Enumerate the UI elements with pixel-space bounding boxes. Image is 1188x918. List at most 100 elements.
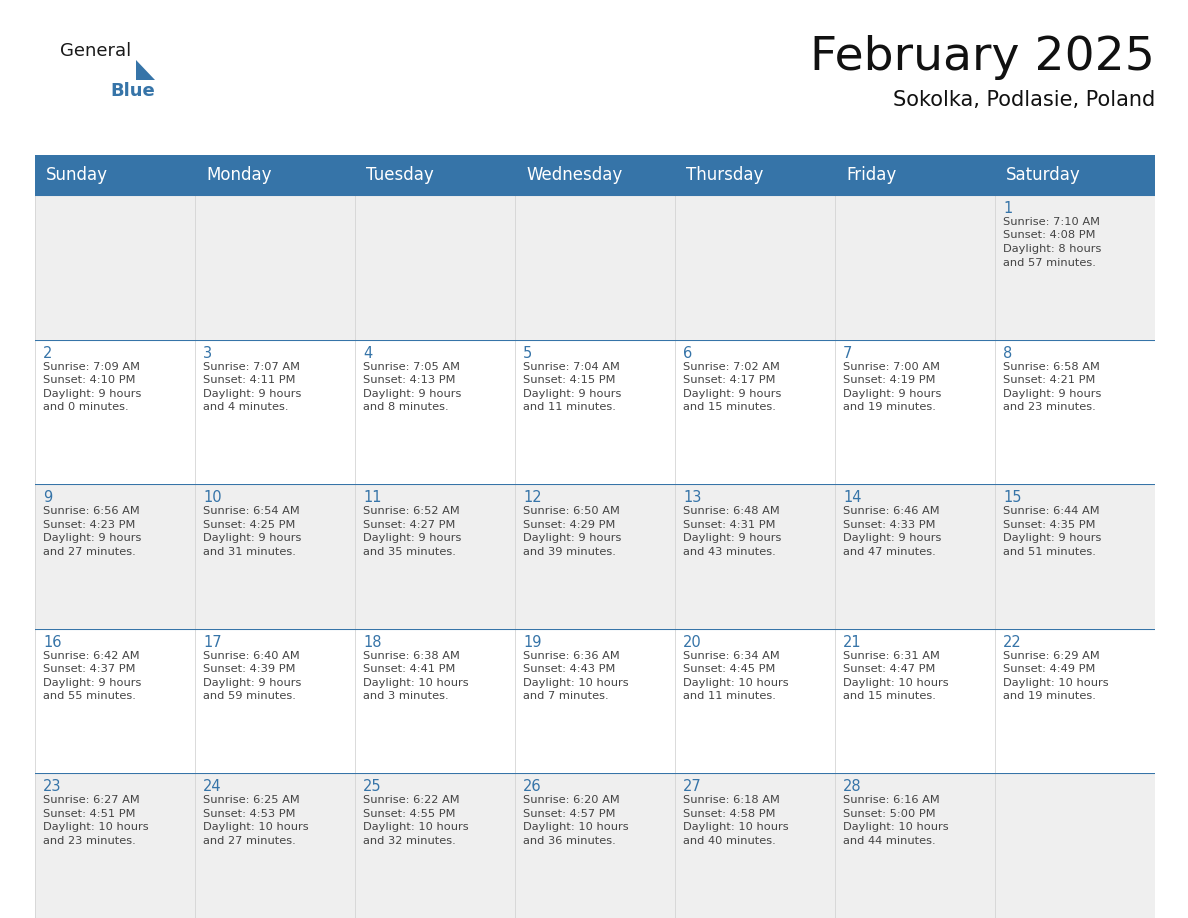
Text: Sunset: 4:15 PM: Sunset: 4:15 PM (523, 375, 615, 385)
Text: Sunrise: 7:09 AM: Sunrise: 7:09 AM (43, 362, 140, 372)
Text: 25: 25 (364, 779, 381, 794)
Text: Thursday: Thursday (687, 166, 764, 184)
Text: Sunrise: 6:34 AM: Sunrise: 6:34 AM (683, 651, 779, 661)
Text: 19: 19 (523, 635, 542, 650)
Text: Sunset: 4:39 PM: Sunset: 4:39 PM (203, 665, 296, 675)
Text: Sunrise: 6:58 AM: Sunrise: 6:58 AM (1003, 362, 1100, 372)
Text: Sunrise: 6:31 AM: Sunrise: 6:31 AM (843, 651, 940, 661)
Text: Daylight: 9 hours: Daylight: 9 hours (523, 533, 621, 543)
Text: 3: 3 (203, 345, 213, 361)
Text: 9: 9 (43, 490, 52, 505)
Text: Sunrise: 7:07 AM: Sunrise: 7:07 AM (203, 362, 301, 372)
Text: Sunset: 4:53 PM: Sunset: 4:53 PM (203, 809, 296, 819)
Text: Daylight: 9 hours: Daylight: 9 hours (683, 388, 782, 398)
Text: Sunrise: 6:40 AM: Sunrise: 6:40 AM (203, 651, 299, 661)
Text: Sunrise: 6:27 AM: Sunrise: 6:27 AM (43, 795, 140, 805)
Text: Sunrise: 6:36 AM: Sunrise: 6:36 AM (523, 651, 620, 661)
Text: and 44 minutes.: and 44 minutes. (843, 836, 936, 845)
Text: Sunrise: 6:44 AM: Sunrise: 6:44 AM (1003, 506, 1100, 516)
Text: 14: 14 (843, 490, 861, 505)
Text: Sunrise: 7:10 AM: Sunrise: 7:10 AM (1003, 217, 1100, 227)
Text: Sunrise: 7:02 AM: Sunrise: 7:02 AM (683, 362, 779, 372)
Text: and 47 minutes.: and 47 minutes. (843, 547, 936, 556)
Text: Sunset: 4:37 PM: Sunset: 4:37 PM (43, 665, 135, 675)
Text: 5: 5 (523, 345, 532, 361)
Text: 17: 17 (203, 635, 222, 650)
Text: 28: 28 (843, 779, 861, 794)
Text: Sunrise: 7:00 AM: Sunrise: 7:00 AM (843, 362, 940, 372)
Text: and 40 minutes.: and 40 minutes. (683, 836, 776, 845)
Text: Daylight: 10 hours: Daylight: 10 hours (364, 677, 468, 688)
Text: 20: 20 (683, 635, 702, 650)
Text: Sunset: 4:49 PM: Sunset: 4:49 PM (1003, 665, 1095, 675)
Text: Sunset: 4:31 PM: Sunset: 4:31 PM (683, 520, 776, 530)
Text: and 7 minutes.: and 7 minutes. (523, 691, 608, 701)
Text: and 39 minutes.: and 39 minutes. (523, 547, 615, 556)
Polygon shape (135, 60, 154, 80)
Text: Daylight: 10 hours: Daylight: 10 hours (364, 823, 468, 833)
Text: 22: 22 (1003, 635, 1022, 650)
Text: and 59 minutes.: and 59 minutes. (203, 691, 296, 701)
Text: and 55 minutes.: and 55 minutes. (43, 691, 135, 701)
Text: 23: 23 (43, 779, 62, 794)
Text: and 3 minutes.: and 3 minutes. (364, 691, 449, 701)
Text: 21: 21 (843, 635, 861, 650)
Text: Daylight: 9 hours: Daylight: 9 hours (364, 533, 461, 543)
Text: Daylight: 9 hours: Daylight: 9 hours (1003, 388, 1101, 398)
Text: Sunrise: 6:29 AM: Sunrise: 6:29 AM (1003, 651, 1100, 661)
Text: and 15 minutes.: and 15 minutes. (683, 402, 776, 412)
Text: Daylight: 9 hours: Daylight: 9 hours (364, 388, 461, 398)
Text: Daylight: 9 hours: Daylight: 9 hours (843, 533, 941, 543)
Text: 6: 6 (683, 345, 693, 361)
Text: Sunset: 4:29 PM: Sunset: 4:29 PM (523, 520, 615, 530)
Text: Daylight: 10 hours: Daylight: 10 hours (1003, 677, 1108, 688)
Text: and 51 minutes.: and 51 minutes. (1003, 547, 1095, 556)
Text: Sunset: 4:19 PM: Sunset: 4:19 PM (843, 375, 935, 385)
Text: Sunrise: 6:48 AM: Sunrise: 6:48 AM (683, 506, 779, 516)
Text: 12: 12 (523, 490, 542, 505)
Text: 27: 27 (683, 779, 702, 794)
Text: Daylight: 9 hours: Daylight: 9 hours (683, 533, 782, 543)
Text: and 57 minutes.: and 57 minutes. (1003, 258, 1095, 267)
Text: Sunset: 4:45 PM: Sunset: 4:45 PM (683, 665, 776, 675)
Text: Sunset: 4:08 PM: Sunset: 4:08 PM (1003, 230, 1095, 241)
Text: and 27 minutes.: and 27 minutes. (43, 547, 135, 556)
Text: Daylight: 9 hours: Daylight: 9 hours (203, 677, 302, 688)
Text: and 32 minutes.: and 32 minutes. (364, 836, 456, 845)
Text: and 0 minutes.: and 0 minutes. (43, 402, 128, 412)
Text: Sunset: 4:27 PM: Sunset: 4:27 PM (364, 520, 455, 530)
Text: and 43 minutes.: and 43 minutes. (683, 547, 776, 556)
Text: and 35 minutes.: and 35 minutes. (364, 547, 456, 556)
Text: Sunrise: 6:46 AM: Sunrise: 6:46 AM (843, 506, 940, 516)
Text: 13: 13 (683, 490, 701, 505)
Text: Daylight: 9 hours: Daylight: 9 hours (43, 533, 141, 543)
Text: Daylight: 10 hours: Daylight: 10 hours (683, 823, 789, 833)
Text: Sunset: 4:23 PM: Sunset: 4:23 PM (43, 520, 135, 530)
Text: Daylight: 9 hours: Daylight: 9 hours (203, 388, 302, 398)
Text: and 23 minutes.: and 23 minutes. (1003, 402, 1095, 412)
Text: Sunset: 4:10 PM: Sunset: 4:10 PM (43, 375, 135, 385)
Text: 4: 4 (364, 345, 372, 361)
Text: Sunrise: 6:50 AM: Sunrise: 6:50 AM (523, 506, 620, 516)
Text: and 19 minutes.: and 19 minutes. (843, 402, 936, 412)
Text: Sunday: Sunday (46, 166, 108, 184)
Text: Sunset: 4:35 PM: Sunset: 4:35 PM (1003, 520, 1095, 530)
Text: and 36 minutes.: and 36 minutes. (523, 836, 615, 845)
Text: Sunset: 4:17 PM: Sunset: 4:17 PM (683, 375, 776, 385)
Text: Sunrise: 6:18 AM: Sunrise: 6:18 AM (683, 795, 779, 805)
Text: Daylight: 10 hours: Daylight: 10 hours (843, 823, 949, 833)
Text: Blue: Blue (110, 82, 154, 100)
Text: 16: 16 (43, 635, 62, 650)
Text: and 8 minutes.: and 8 minutes. (364, 402, 449, 412)
Text: Sunrise: 7:05 AM: Sunrise: 7:05 AM (364, 362, 460, 372)
Text: and 4 minutes.: and 4 minutes. (203, 402, 289, 412)
Text: Sunset: 4:57 PM: Sunset: 4:57 PM (523, 809, 615, 819)
Text: Daylight: 10 hours: Daylight: 10 hours (523, 677, 628, 688)
Text: Saturday: Saturday (1006, 166, 1081, 184)
Text: Wednesday: Wednesday (526, 166, 623, 184)
Text: 10: 10 (203, 490, 222, 505)
Text: Daylight: 8 hours: Daylight: 8 hours (1003, 244, 1101, 254)
Text: Sunrise: 6:54 AM: Sunrise: 6:54 AM (203, 506, 299, 516)
Text: 1: 1 (1003, 201, 1012, 216)
Text: 2: 2 (43, 345, 52, 361)
